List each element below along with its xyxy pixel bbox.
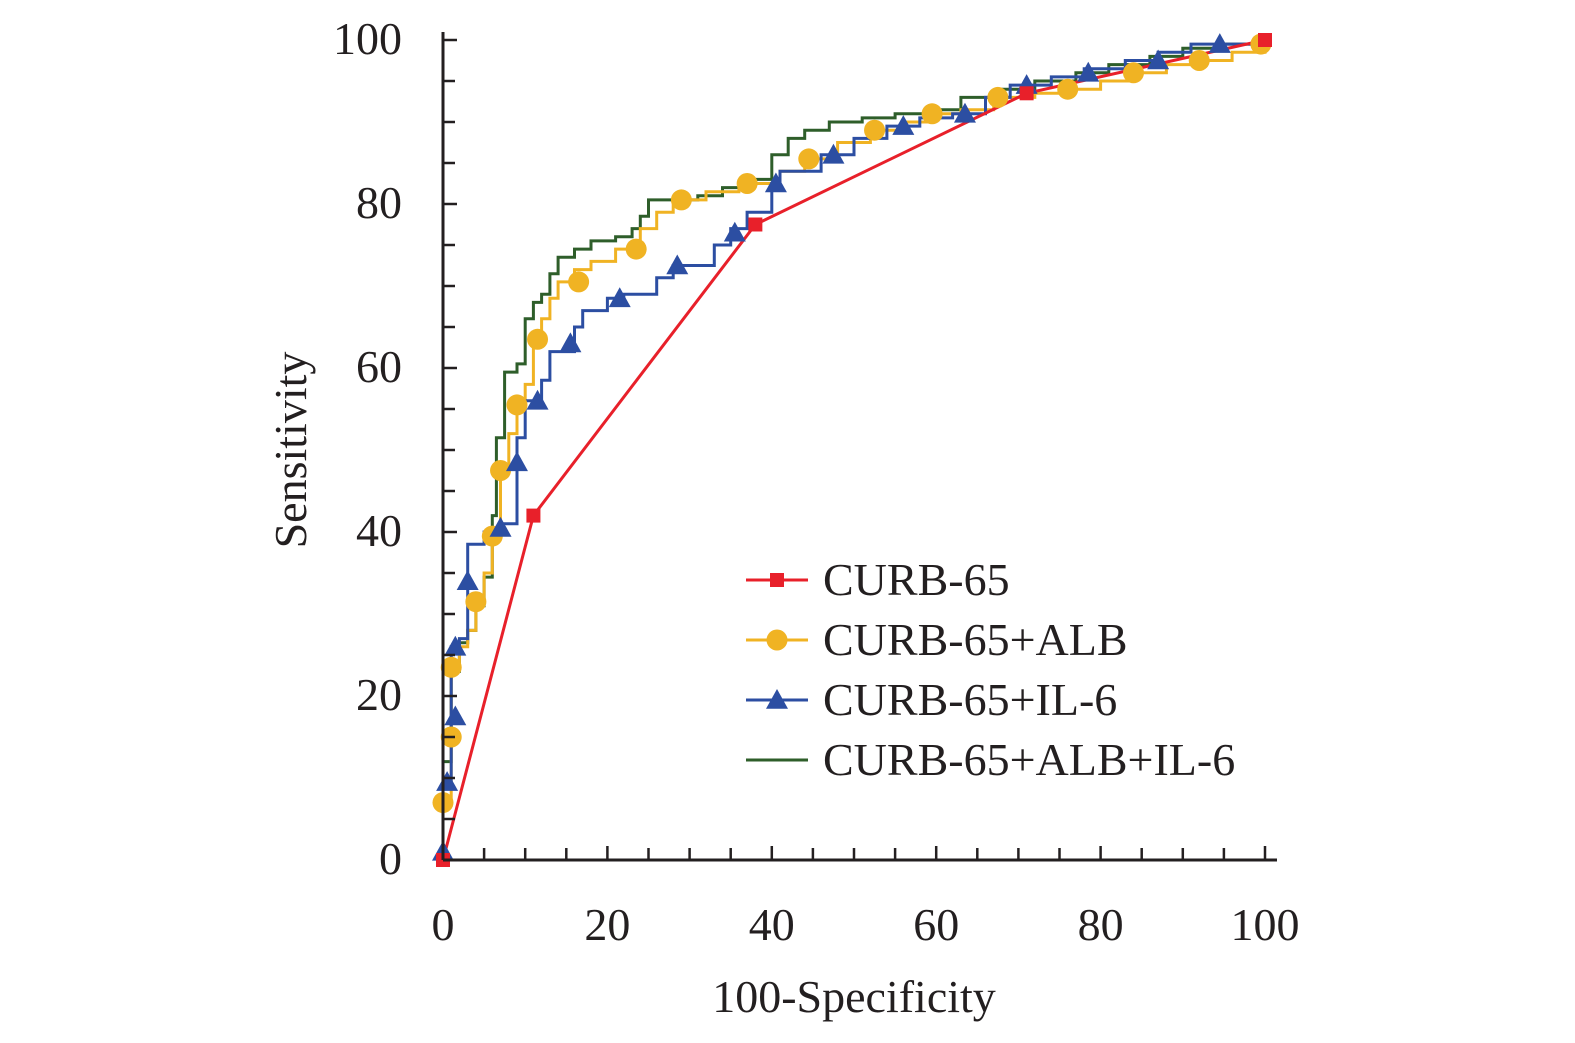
- data-point-curb-65-2: [748, 217, 763, 232]
- data-point-curb-65-alb-12: [798, 148, 820, 170]
- data-point-curb-65-alb-7: [527, 328, 549, 350]
- data-point-curb-65-alb-18: [1188, 50, 1210, 71]
- data-point-curb-65-alb-15: [987, 86, 1009, 108]
- legend-label-curb-65-alb: CURB-65+ALB: [823, 614, 1128, 665]
- data-point-curb-65-1: [526, 508, 541, 523]
- data-point-curb-65-alb-3: [465, 591, 487, 613]
- axes-layer: 0 20 40 60 80 100 0 20 40 60 80 100 100-Specificity S…: [265, 13, 1300, 1022]
- data-point-curb-65-alb-5: [490, 460, 512, 481]
- data-point-curb-65-alb-2: [440, 656, 462, 678]
- data-point-curb-65-il-6-19: [1208, 33, 1231, 53]
- data-point-curb-65-3: [1019, 86, 1034, 101]
- data-point-curb-65-alb-11: [736, 173, 758, 194]
- data-point-curb-65-il-6-4: [456, 570, 479, 590]
- data-point-curb-65-il-6-2: [444, 705, 467, 726]
- legend-label-curb-65: CURB-65: [823, 554, 1010, 605]
- x-tick-label-40: 40: [749, 899, 795, 950]
- legend-item-curb-65-alb: CURB-65+ALB: [746, 614, 1128, 665]
- data-point-curb-65-il-6-3: [444, 635, 467, 656]
- legend: CURB-65 CURB-65+ALB CURB-65+IL-6 CURB-65+AL…: [746, 554, 1235, 785]
- y-tick-label-0: 0: [379, 833, 402, 884]
- legend-marker-curb-65-il-6: [766, 689, 788, 709]
- y-axis-title: Sensitivity: [265, 352, 316, 549]
- x-tick-label-0: 0: [432, 899, 455, 950]
- data-point-curb-65-il-6-10: [666, 254, 689, 275]
- data-point-curb-65-4: [1258, 33, 1272, 47]
- data-point-curb-65-il-6-5: [489, 516, 512, 537]
- x-tick-label-60: 60: [913, 899, 959, 950]
- data-point-curb-65-il-6-7: [526, 389, 549, 410]
- legend-marker-curb-65: [770, 573, 784, 587]
- data-point-curb-65-il-6-9: [608, 287, 631, 308]
- data-point-curb-65-il-6-17: [1077, 61, 1100, 82]
- data-point-curb-65-alb-16: [1057, 78, 1079, 100]
- data-point-curb-65-il-6-11: [723, 221, 746, 242]
- data-point-curb-65-il-6-6: [505, 451, 528, 472]
- x-tick-label-20: 20: [584, 899, 630, 950]
- data-point-curb-65-alb-9: [625, 238, 647, 260]
- y-tick-label-60: 60: [356, 341, 402, 392]
- x-tick-label-100: 100: [1231, 899, 1300, 950]
- data-point-curb-65-alb-17: [1122, 62, 1144, 84]
- data-point-curb-65-il-6-8: [559, 332, 582, 353]
- data-point-curb-65-il-6-13: [822, 143, 845, 164]
- x-axis-title: 100-Specificity: [712, 971, 996, 1022]
- data-point-curb-65-il-6-12: [764, 172, 787, 193]
- data-point-curb-65-il-6-15: [953, 102, 976, 123]
- legend-marker-curb-65-alb: [766, 629, 788, 651]
- y-tick-label-100: 100: [333, 13, 402, 64]
- legend-item-curb-65-alb-il-6: CURB-65+ALB+IL-6: [746, 734, 1235, 785]
- y-tick-label-20: 20: [356, 669, 402, 720]
- legend-item-curb-65-il-6: CURB-65+IL-6: [746, 674, 1117, 725]
- data-point-curb-65-alb-10: [670, 189, 692, 211]
- data-point-curb-65-il-6-1: [436, 771, 459, 791]
- data-point-curb-65-alb-6: [506, 394, 528, 416]
- y-tick-label-40: 40: [356, 505, 402, 556]
- legend-item-curb-65: CURB-65: [746, 554, 1010, 605]
- legend-label-curb-65-il-6: CURB-65+IL-6: [823, 674, 1117, 725]
- legend-label-curb-65-alb-il-6: CURB-65+ALB+IL-6: [823, 734, 1235, 785]
- data-point-curb-65-alb-13: [864, 119, 886, 141]
- data-point-curb-65-alb-8: [568, 271, 590, 293]
- y-tick-label-80: 80: [356, 177, 402, 228]
- data-point-curb-65-il-6-14: [892, 115, 915, 135]
- data-point-curb-65-alb-14: [921, 103, 943, 125]
- x-tick-label-80: 80: [1078, 899, 1124, 950]
- data-point-curb-65-il-6-18: [1147, 49, 1170, 70]
